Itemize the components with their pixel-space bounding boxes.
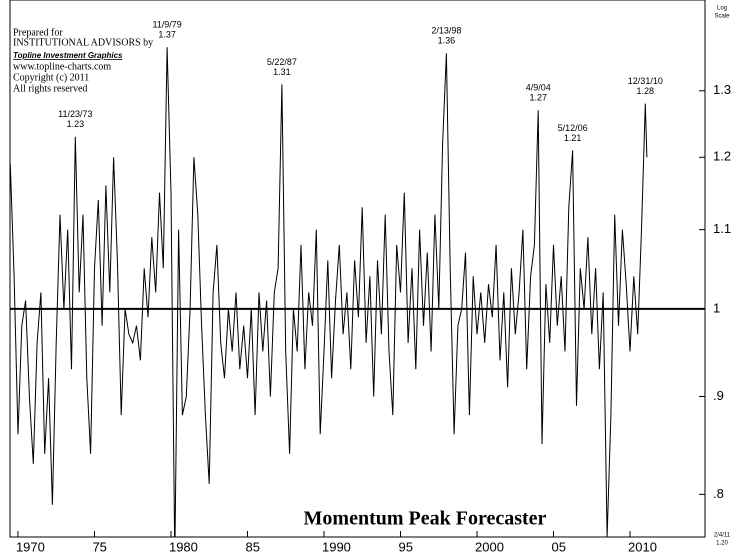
note: Copyright (c) 2011 (13, 72, 89, 83)
annotation-value: 1.27 (529, 93, 547, 103)
note: Topline Investment Graphics (13, 51, 123, 60)
annotation-date: 11/23/73 (58, 109, 92, 119)
x-tick-label: 1970 (16, 539, 45, 554)
annotation-value: 1.23 (67, 119, 85, 129)
annotation-date: 5/12/06 (558, 123, 588, 133)
x-tick-label: 05 (552, 539, 566, 554)
y-tick-label: .8 (713, 486, 724, 501)
x-tick-label: 1980 (169, 539, 198, 554)
x-tick-label: 2000 (475, 539, 504, 554)
plot-frame (9, 0, 706, 538)
x-tick-label: 85 (245, 539, 259, 554)
y-tick-label: 1 (713, 300, 720, 315)
x-tick-label: 75 (92, 539, 106, 554)
note: Prepared for (13, 27, 63, 38)
annotation-value: 1.21 (564, 133, 582, 143)
data-line (10, 47, 648, 537)
scale-label: Log (717, 6, 727, 12)
note: INSTITUTIONAL ADVISORS by (13, 37, 153, 48)
annotation-value: 1.28 (637, 86, 655, 96)
annotation-date: 12/31/10 (628, 76, 663, 86)
y-tick-label: .9 (713, 388, 724, 403)
footer: 2/4/11 (714, 533, 731, 539)
annotation-date: 5/22/87 (267, 57, 297, 67)
footer: 1.20 (716, 541, 728, 547)
x-tick-label: 1990 (322, 539, 351, 554)
scale-label: Scale (714, 14, 730, 20)
note: www.topline-charts.com (13, 61, 111, 72)
y-tick-label: 1.2 (713, 149, 731, 164)
annotation-value: 1.31 (273, 67, 291, 77)
annotation-date: 11/9/79 (152, 20, 181, 30)
chart-title: Momentum Peak Forecaster (304, 508, 547, 530)
annotation-date: 2/13/98 (431, 26, 461, 36)
x-tick-label: 2010 (628, 539, 657, 554)
annotation-value: 1.37 (158, 30, 176, 40)
note: All rights reserved (13, 83, 87, 94)
y-tick-label: 1.1 (713, 221, 731, 236)
x-tick-label: 95 (398, 539, 412, 554)
annotation-date: 4/9/04 (526, 83, 551, 93)
annotation-value: 1.36 (438, 36, 456, 46)
y-tick-label: 1.3 (713, 82, 731, 97)
